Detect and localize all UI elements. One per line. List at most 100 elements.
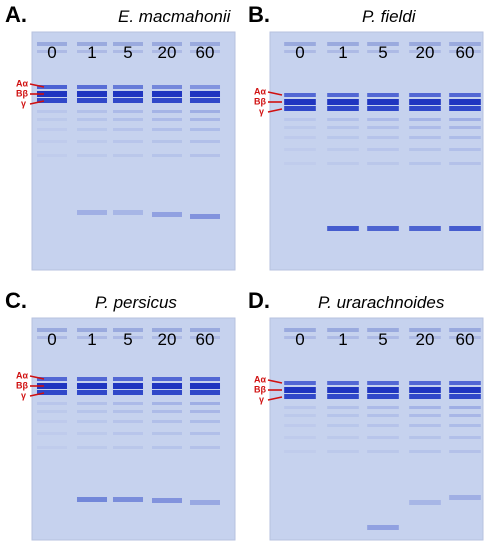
faint-band bbox=[189, 402, 221, 405]
faint-band bbox=[449, 414, 481, 417]
protein-band bbox=[327, 93, 359, 97]
faint-band bbox=[36, 410, 68, 413]
faint-band bbox=[284, 436, 316, 439]
protein-band bbox=[409, 93, 441, 97]
faint-band bbox=[409, 126, 441, 129]
gel bbox=[31, 317, 236, 541]
faint-band bbox=[151, 420, 183, 423]
protein-band bbox=[151, 98, 183, 103]
protein-band bbox=[112, 377, 144, 381]
faint-band bbox=[112, 410, 144, 413]
lane-label: 20 bbox=[416, 330, 435, 349]
faint-band bbox=[409, 162, 441, 165]
band-pointer bbox=[29, 83, 45, 88]
faint-band bbox=[449, 436, 481, 439]
faint-band bbox=[449, 148, 481, 151]
faint-band bbox=[76, 446, 108, 449]
faint-band bbox=[189, 420, 221, 423]
faint-band bbox=[151, 432, 183, 435]
protein-band bbox=[189, 390, 221, 395]
protein-band bbox=[449, 99, 481, 105]
faint-band bbox=[367, 162, 399, 165]
well-band bbox=[189, 42, 221, 46]
band-pointer bbox=[29, 392, 45, 397]
faint-band bbox=[151, 110, 183, 113]
faint-band bbox=[76, 118, 108, 121]
species-name: E. macmahonii bbox=[118, 7, 232, 26]
faint-band bbox=[36, 118, 68, 121]
faint-band bbox=[327, 450, 359, 453]
faint-band bbox=[367, 436, 399, 439]
protein-band bbox=[367, 387, 399, 393]
faint-band bbox=[112, 128, 144, 131]
well-band bbox=[327, 42, 359, 46]
protein-band bbox=[76, 390, 108, 395]
degradation-band bbox=[449, 226, 481, 231]
protein-band bbox=[327, 99, 359, 105]
protein-band bbox=[449, 93, 481, 97]
well-band bbox=[189, 328, 221, 332]
degradation-band bbox=[189, 214, 221, 219]
lane-label: 1 bbox=[87, 330, 96, 349]
faint-band bbox=[409, 118, 441, 121]
well-band bbox=[112, 328, 144, 332]
faint-band bbox=[189, 128, 221, 131]
faint-band bbox=[112, 446, 144, 449]
protein-band bbox=[112, 91, 144, 97]
degradation-band bbox=[151, 212, 183, 217]
faint-band bbox=[409, 436, 441, 439]
well-band bbox=[327, 50, 359, 53]
well-band bbox=[112, 42, 144, 46]
panel-letter: B. bbox=[248, 2, 270, 27]
well-band bbox=[449, 336, 481, 339]
faint-band bbox=[112, 154, 144, 157]
panel-letter: D. bbox=[248, 288, 270, 313]
faint-band bbox=[367, 450, 399, 453]
protein-band bbox=[151, 91, 183, 97]
well-band bbox=[409, 336, 441, 339]
faint-band bbox=[367, 126, 399, 129]
faint-band bbox=[284, 424, 316, 427]
protein-band bbox=[449, 387, 481, 393]
faint-band bbox=[76, 402, 108, 405]
faint-band bbox=[284, 406, 316, 409]
well-band bbox=[409, 42, 441, 46]
faint-band bbox=[327, 148, 359, 151]
faint-band bbox=[327, 162, 359, 165]
faint-band bbox=[284, 148, 316, 151]
faint-band bbox=[112, 140, 144, 143]
protein-band bbox=[367, 381, 399, 385]
well-band bbox=[189, 336, 221, 339]
faint-band bbox=[409, 450, 441, 453]
well-band bbox=[367, 50, 399, 53]
protein-band bbox=[409, 381, 441, 385]
well-band bbox=[284, 336, 316, 339]
lane-label: 20 bbox=[416, 43, 435, 62]
protein-band bbox=[36, 390, 68, 395]
faint-band bbox=[449, 450, 481, 453]
faint-band bbox=[367, 414, 399, 417]
faint-band bbox=[367, 406, 399, 409]
protein-band bbox=[327, 381, 359, 385]
faint-band bbox=[36, 420, 68, 423]
degradation-band bbox=[189, 500, 221, 505]
faint-band bbox=[284, 126, 316, 129]
band-label: γ bbox=[21, 390, 26, 400]
degradation-band bbox=[409, 226, 441, 231]
protein-band bbox=[284, 99, 316, 105]
protein-band bbox=[189, 85, 221, 89]
lane-label: 20 bbox=[158, 43, 177, 62]
gel-panel bbox=[269, 317, 484, 541]
faint-band bbox=[327, 414, 359, 417]
faint-band bbox=[112, 118, 144, 121]
faint-band bbox=[76, 154, 108, 157]
band-label: γ bbox=[259, 394, 264, 404]
protein-band bbox=[112, 383, 144, 389]
protein-band bbox=[151, 85, 183, 89]
faint-band bbox=[76, 432, 108, 435]
faint-band bbox=[36, 402, 68, 405]
well-band bbox=[112, 50, 144, 53]
faint-band bbox=[151, 410, 183, 413]
panel-letter: C. bbox=[5, 288, 27, 313]
faint-band bbox=[36, 128, 68, 131]
